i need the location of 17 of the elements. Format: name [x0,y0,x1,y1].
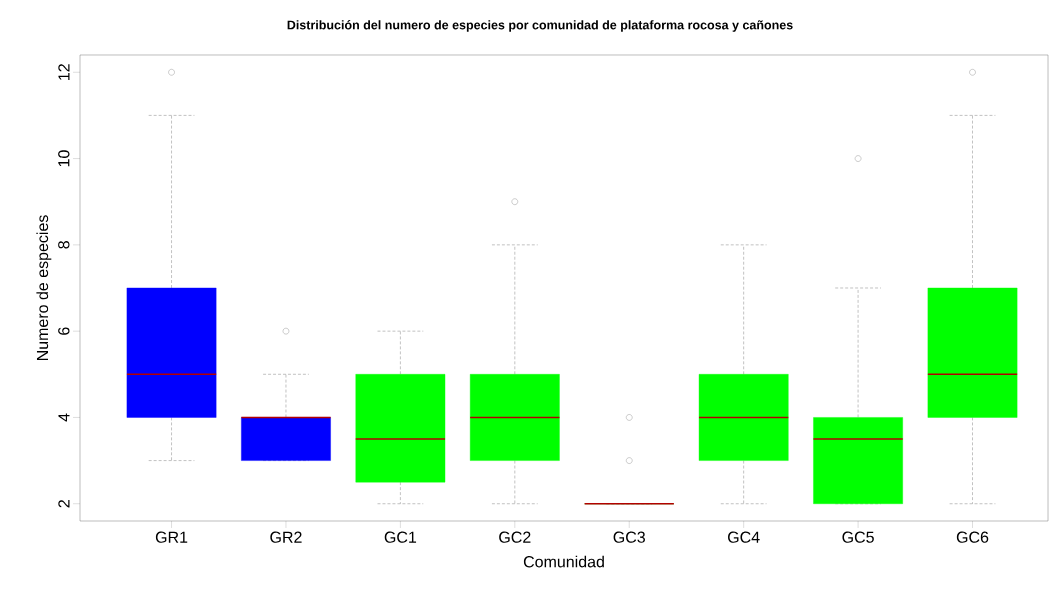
x-tick-label: GR2 [270,531,302,543]
x-tick-label: GC3 [613,531,645,543]
y-tick-label: 8 [58,241,70,249]
x-tick-label: GC4 [728,531,760,543]
chart-title: Distribución del numero de especies por comunidad de plataforma rocosa y cañones [287,20,793,32]
y-tick-label: 12 [58,64,70,80]
y-tick-label: 10 [58,150,70,167]
x-tick-label: GC2 [499,531,531,543]
x-axis-title: Comunidad [523,555,604,568]
y-tick-label: 2 [58,500,70,508]
y-tick-label: 4 [58,413,70,422]
x-tick-label: GC6 [956,531,989,543]
x-tick-label: GR1 [155,531,188,543]
x-tick-label: GC5 [842,531,874,543]
x-tick-label: GC1 [384,531,417,543]
y-axis-title: Numero de especies [36,215,52,361]
y-tick-label: 6 [58,327,70,335]
